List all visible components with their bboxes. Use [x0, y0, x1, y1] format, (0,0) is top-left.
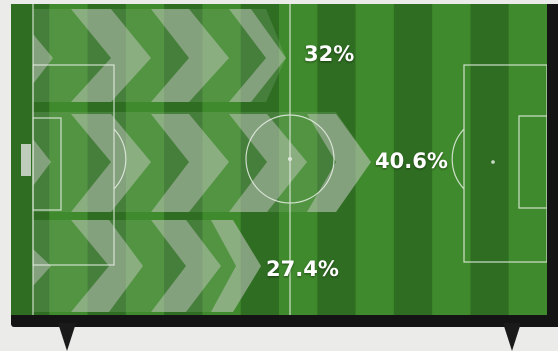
left-goal [21, 144, 31, 176]
pitch-graphic [11, 4, 547, 315]
attack-arrows-top [33, 9, 286, 102]
pitch-stripe [470, 4, 510, 315]
chevron [151, 9, 229, 102]
tv-screen: 32% 40.6% 27.4% [11, 4, 547, 315]
chevron [71, 220, 143, 312]
chevron [33, 139, 51, 186]
chevron [71, 9, 151, 102]
chevron [151, 114, 229, 212]
chevron [71, 114, 151, 212]
chevron [211, 220, 261, 312]
chevron [33, 249, 51, 286]
chevron [229, 9, 286, 102]
attack-arrows-middle [33, 112, 371, 212]
bottom-zone-percentage: 27.4% [266, 257, 339, 281]
chevron [229, 114, 307, 212]
pitch-stripe [393, 4, 433, 315]
middle-zone-percentage: 40.6% [375, 149, 448, 173]
chevron [151, 220, 221, 312]
pitch-stripe [49, 4, 89, 315]
top-zone-percentage: 32% [304, 42, 355, 66]
attack-arrows-bottom [33, 220, 261, 312]
chevron [33, 34, 53, 84]
tv-leg-left [58, 323, 76, 351]
pitch-stripe [508, 4, 547, 315]
pitch-lines [32, 4, 547, 315]
tv-leg-right [503, 323, 521, 351]
